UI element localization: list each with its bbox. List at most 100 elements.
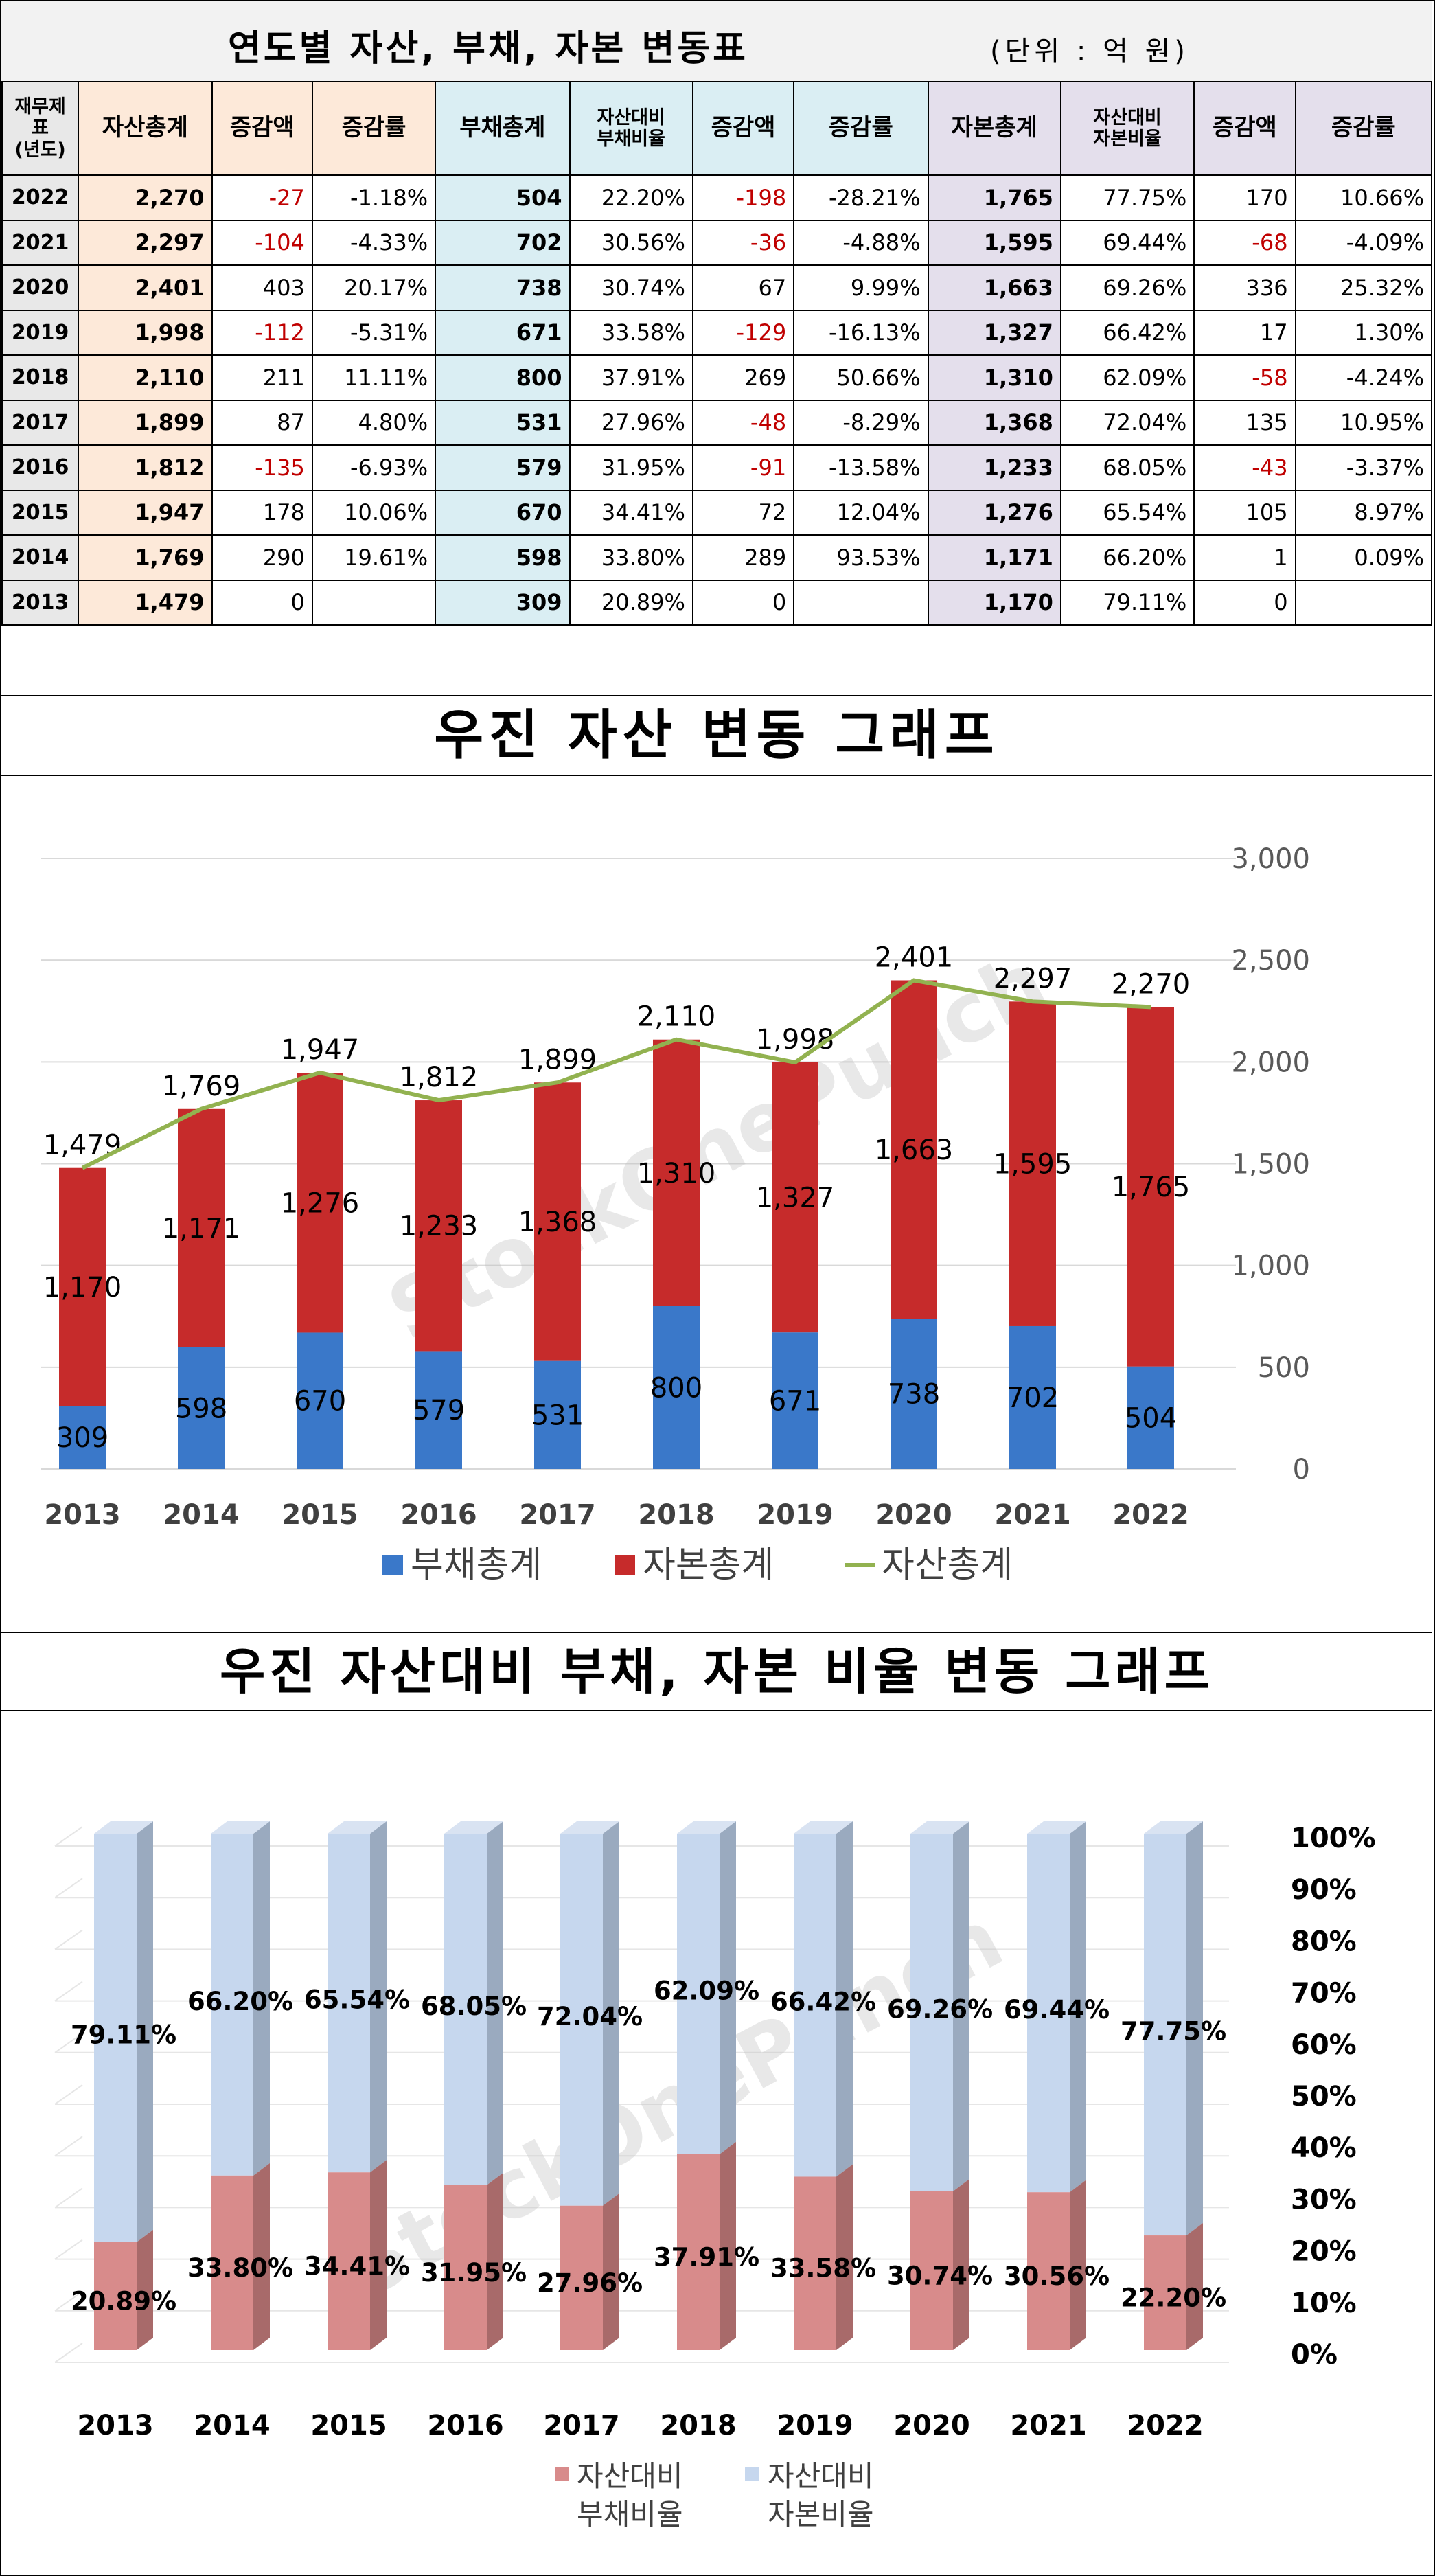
data-label-debt-ratio: 30.74% bbox=[887, 2261, 993, 2290]
value-cell: 10.06% bbox=[311, 489, 437, 536]
table-row: 2019 1,998 -112 -5.31% 671 33.58% -129 -16.13% 1… bbox=[1, 309, 1433, 356]
legend-label-debt-ratio-line2: 부채비율 bbox=[577, 2498, 683, 2531]
bar-equity-ratio bbox=[328, 1821, 387, 2173]
table-row: 2021 2,297 -104 -4.33% 702 30.56% -36 -4.88% 1,5… bbox=[1, 219, 1433, 266]
value-cell: 0 bbox=[691, 579, 795, 626]
x-tick-label: 2017 bbox=[543, 2410, 619, 2441]
value-cell: 211 bbox=[211, 354, 313, 401]
y-tick-label: 70% bbox=[1291, 1978, 1357, 2009]
year-cell: 2022 bbox=[1, 174, 80, 221]
y-tick-label: 20% bbox=[1291, 2236, 1357, 2268]
bar-equity bbox=[534, 1082, 581, 1361]
data-label-equity: 1,170 bbox=[43, 1272, 122, 1303]
value-cell: -4.33% bbox=[311, 219, 437, 266]
value-cell: 1,595 bbox=[927, 219, 1061, 266]
watermark: StockOnePunch bbox=[374, 934, 1061, 1360]
data-label-equity-ratio: 77.75% bbox=[1121, 2017, 1226, 2047]
x-tick-label: 2013 bbox=[77, 2410, 153, 2441]
data-label-total: 2,110 bbox=[637, 1001, 716, 1033]
x-tick-label: 2019 bbox=[777, 2410, 853, 2441]
bar-debt bbox=[297, 1332, 343, 1469]
column-header: 증감액 bbox=[1193, 81, 1296, 176]
value-cell: 0 bbox=[211, 579, 313, 626]
legend-swatch-debt-ratio bbox=[555, 2467, 569, 2481]
year-cell: 2014 bbox=[1, 534, 80, 581]
value-cell: -48 bbox=[691, 399, 795, 446]
table-row: 2018 2,110 211 11.11% 800 37.91% 269 50.66% 1,31… bbox=[1, 354, 1433, 401]
data-label-total: 1,769 bbox=[162, 1071, 241, 1102]
gridline-diagonal bbox=[54, 2239, 83, 2260]
value-cell: -36 bbox=[691, 219, 795, 266]
year-cell: 2020 bbox=[1, 264, 80, 311]
data-label-equity-ratio: 65.54% bbox=[304, 1985, 410, 2015]
bar-debt-ratio bbox=[677, 2141, 736, 2350]
data-label-debt-ratio: 37.91% bbox=[654, 2242, 759, 2272]
legend-label-equity-ratio-line1: 자산대비 bbox=[768, 2459, 874, 2493]
bar-equity-ratio bbox=[211, 1821, 270, 2176]
bar-debt-ratio bbox=[94, 2229, 153, 2350]
gridline-diagonal bbox=[54, 1826, 83, 1847]
value-cell: -27 bbox=[211, 174, 313, 221]
value-cell: 800 bbox=[435, 354, 571, 401]
value-cell: -6.93% bbox=[311, 444, 437, 491]
value-cell: 309 bbox=[435, 579, 571, 626]
value-cell: 135 bbox=[1193, 399, 1296, 446]
value-cell: 79.11% bbox=[1059, 579, 1195, 626]
data-label-equity: 1,276 bbox=[281, 1187, 360, 1219]
y-tick-label: 2,500 bbox=[1231, 945, 1310, 977]
bar-debt bbox=[415, 1351, 462, 1469]
column-header: 부채총계 bbox=[435, 81, 571, 176]
x-tick-label: 2017 bbox=[519, 1499, 595, 1531]
bar-equity bbox=[772, 1062, 818, 1333]
y-tick-label: 500 bbox=[1258, 1352, 1310, 1384]
value-cell: -104 bbox=[211, 219, 313, 266]
value-cell: 12.04% bbox=[793, 489, 929, 536]
value-cell: 69.26% bbox=[1059, 264, 1195, 311]
chart2-title: 우진 자산대비 부채, 자본 비율 변동 그래프 bbox=[1, 1632, 1432, 1711]
gridline-diagonal bbox=[54, 1981, 83, 2002]
value-cell: 1,171 bbox=[927, 534, 1061, 581]
y-tick-label: 30% bbox=[1291, 2184, 1357, 2215]
column-header: 증감률 bbox=[311, 81, 437, 176]
value-cell: -112 bbox=[211, 309, 313, 356]
x-tick-label: 2020 bbox=[875, 1499, 952, 1531]
y-tick-label: 50% bbox=[1291, 2081, 1357, 2112]
data-label-debt-ratio: 33.80% bbox=[187, 2253, 293, 2283]
value-cell: 1,899 bbox=[78, 399, 213, 446]
value-cell: 0 bbox=[1193, 579, 1296, 626]
value-cell: 269 bbox=[691, 354, 795, 401]
bar-equity-ratio bbox=[1144, 1821, 1203, 2236]
value-cell: -91 bbox=[691, 444, 795, 491]
value-cell: 30.74% bbox=[569, 264, 693, 311]
value-cell: 34.41% bbox=[569, 489, 693, 536]
x-tick-label: 2021 bbox=[1010, 2410, 1086, 2441]
bar-debt-ratio bbox=[794, 2164, 853, 2350]
value-cell: 1,276 bbox=[927, 489, 1061, 536]
value-cell: -4.09% bbox=[1294, 219, 1433, 266]
x-tick-label: 2013 bbox=[44, 1499, 120, 1531]
data-label-equity: 1,310 bbox=[637, 1158, 716, 1189]
line-total-assets bbox=[81, 978, 1151, 1170]
gridline-diagonal bbox=[54, 2187, 83, 2209]
data-label-debt-ratio: 20.89% bbox=[71, 2286, 176, 2316]
data-label-equity: 1,171 bbox=[162, 1213, 241, 1244]
value-cell: -3.37% bbox=[1294, 444, 1433, 491]
table-row: 2015 1,947 178 10.06% 670 34.41% 72 12.04% 1,276… bbox=[1, 489, 1433, 536]
table-header-row: 재무제표 (년도) 자산총계 증감액 증감률 부채총계 자산대비 부채비율 증감액 증감률 자본… bbox=[1, 81, 1433, 176]
value-cell: 105 bbox=[1193, 489, 1296, 536]
data-label-equity-ratio: 69.44% bbox=[1004, 1995, 1110, 2025]
value-cell: 289 bbox=[691, 534, 795, 581]
value-cell: 170 bbox=[1193, 174, 1296, 221]
value-cell: -43 bbox=[1193, 444, 1296, 491]
value-cell: 1.30% bbox=[1294, 309, 1433, 356]
value-cell bbox=[311, 579, 437, 626]
bar-debt-ratio bbox=[560, 2193, 619, 2350]
value-cell: 67 bbox=[691, 264, 795, 311]
value-cell: 1,368 bbox=[927, 399, 1061, 446]
value-cell: 27.96% bbox=[569, 399, 693, 446]
value-cell: 4.80% bbox=[311, 399, 437, 446]
value-cell: -5.31% bbox=[311, 309, 437, 356]
table-row: 2013 1,479 0 309 20.89% 0 1,170 79.11% 0 bbox=[1, 579, 1433, 626]
column-header: 증감률 bbox=[793, 81, 929, 176]
value-cell: 69.44% bbox=[1059, 219, 1195, 266]
